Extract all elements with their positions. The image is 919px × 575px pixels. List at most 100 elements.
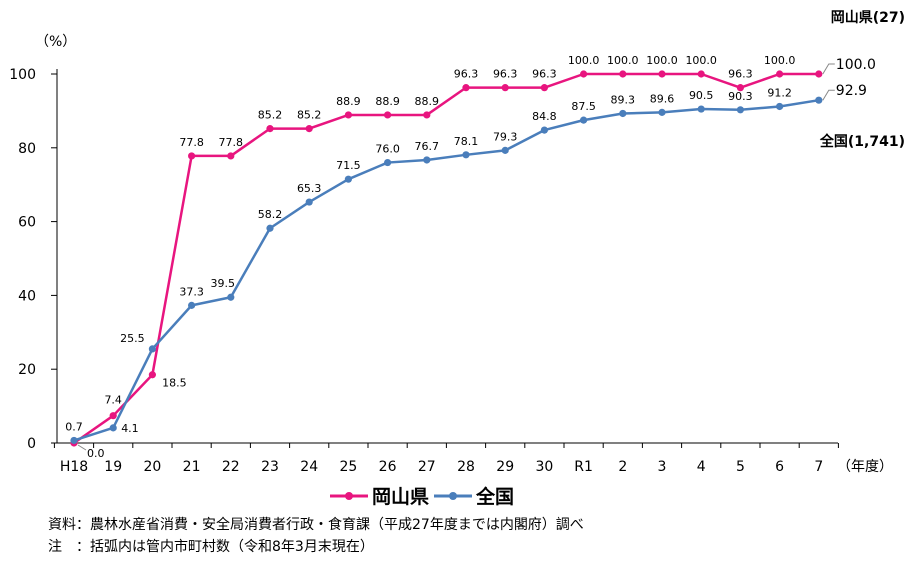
data-point xyxy=(305,125,313,133)
data-point xyxy=(109,412,117,420)
data-label-okayama: 96.3 xyxy=(728,68,753,81)
data-point xyxy=(423,111,431,119)
y-tick-label: 80 xyxy=(18,141,36,157)
y-tick-label: 60 xyxy=(18,215,36,231)
chart-data-labels: 7.4 18.5 77.8 77.8 85.2 85.2 88.9 88.9 88.9 96.3 9… xyxy=(65,10,905,460)
data-point xyxy=(266,224,274,232)
legend-marker xyxy=(449,492,457,500)
data-point xyxy=(227,152,235,160)
data-point xyxy=(540,126,549,134)
x-tick-label: 28 xyxy=(457,459,475,475)
data-label-national: 92.9 xyxy=(836,83,867,99)
data-point xyxy=(501,84,509,92)
data-point xyxy=(70,436,78,445)
data-label-okayama: 96.3 xyxy=(493,68,518,81)
data-label-national: 71.5 xyxy=(336,159,361,172)
annotation-okayama: 岡山県(27) xyxy=(831,10,905,26)
x-tick-label: 21 xyxy=(183,459,201,475)
x-tick-label: H18 xyxy=(60,459,88,475)
y-tick-label: 40 xyxy=(18,288,36,304)
data-point xyxy=(736,84,745,92)
data-point xyxy=(423,156,431,164)
data-label-national: 76.7 xyxy=(415,140,440,153)
data-label-national: 89.6 xyxy=(650,92,675,105)
series-line-national xyxy=(73,98,819,442)
footnote: 注 ：括弧内は管内市町村数（令和8年3月末現在） xyxy=(48,539,374,555)
data-label-national: 78.1 xyxy=(454,135,479,148)
x-tick-label: 20 xyxy=(143,459,161,475)
data-label-okayama: 100.0 xyxy=(646,54,678,67)
x-tick-label: 22 xyxy=(222,459,240,475)
legend-label: 岡山県 xyxy=(372,486,429,508)
data-label-okayama: 96.3 xyxy=(532,68,557,81)
x-tick-label: 2 xyxy=(618,459,627,475)
data-point xyxy=(462,84,470,92)
data-label-okayama: 96.3 xyxy=(454,68,479,81)
data-label-okayama: 7.4 xyxy=(104,394,122,407)
leader-line xyxy=(822,63,835,75)
data-point xyxy=(815,70,823,78)
data-label-okayama: 100.0 xyxy=(836,57,876,73)
chart-notes: 資料：農林水産省消費・安全局消費者行政・食育課（平成27年度までは内閣府）調べ … xyxy=(48,514,584,558)
leader-line xyxy=(77,444,87,451)
y-tick-label: 20 xyxy=(18,362,36,378)
x-tick-label: 27 xyxy=(418,459,436,475)
data-point xyxy=(658,70,666,78)
data-label-national: 4.1 xyxy=(121,422,139,435)
data-label-national: 87.5 xyxy=(571,100,596,113)
data-point xyxy=(305,198,313,206)
data-point xyxy=(344,175,352,183)
data-point xyxy=(697,70,705,78)
y-tick-label: 0 xyxy=(27,436,36,452)
data-point xyxy=(619,109,627,118)
legend-label: 全国 xyxy=(475,485,514,508)
data-label-national: 65.3 xyxy=(297,182,322,195)
x-tick-label: 29 xyxy=(496,459,514,475)
data-label-okayama: 100.0 xyxy=(607,54,639,67)
data-label-national: 0.7 xyxy=(65,420,83,433)
data-point xyxy=(462,151,470,159)
data-label-okayama: 100.0 xyxy=(568,54,600,67)
data-label-national: 89.3 xyxy=(611,93,636,106)
data-point xyxy=(815,96,823,104)
data-label-national: 84.8 xyxy=(532,110,557,123)
data-point xyxy=(188,301,196,309)
data-label-okayama: 18.5 xyxy=(162,377,187,390)
data-point xyxy=(776,102,784,111)
data-point xyxy=(227,293,235,301)
data-point xyxy=(148,345,156,353)
data-point xyxy=(384,111,392,119)
data-label-okayama: 88.9 xyxy=(375,95,400,108)
data-label-national: 90.3 xyxy=(728,90,753,103)
data-label-okayama: 85.2 xyxy=(297,109,322,122)
x-tick-label: 30 xyxy=(535,459,553,475)
data-point xyxy=(384,158,392,167)
x-tick-label: 26 xyxy=(379,459,397,475)
data-point xyxy=(619,70,627,78)
annotation-national: 全国(1,741) xyxy=(819,133,905,150)
data-label-national: 79.3 xyxy=(493,130,518,143)
data-point xyxy=(776,70,784,78)
data-label-okayama: 0.0 xyxy=(87,447,105,460)
data-label-okayama: 77.8 xyxy=(179,136,204,149)
x-tick-label: 6 xyxy=(775,459,784,475)
chart-series xyxy=(70,70,823,447)
data-label-okayama: 100.0 xyxy=(685,54,717,67)
data-point xyxy=(109,424,117,432)
data-point xyxy=(188,152,196,160)
x-tick-label: 3 xyxy=(658,459,667,475)
x-axis-label: （年度） xyxy=(837,459,893,475)
leader-line xyxy=(822,89,835,101)
data-point xyxy=(540,84,549,92)
x-tick-label: 5 xyxy=(736,459,745,475)
x-tick-label: 23 xyxy=(261,459,279,475)
y-tick-label: 100 xyxy=(9,67,36,83)
x-tick-label: 7 xyxy=(814,459,823,475)
data-label-okayama: 88.9 xyxy=(336,95,361,108)
chart-legend: 岡山県 全国 xyxy=(330,485,514,508)
legend-marker xyxy=(345,492,353,500)
data-point xyxy=(658,108,666,116)
data-label-national: 91.2 xyxy=(767,86,792,99)
